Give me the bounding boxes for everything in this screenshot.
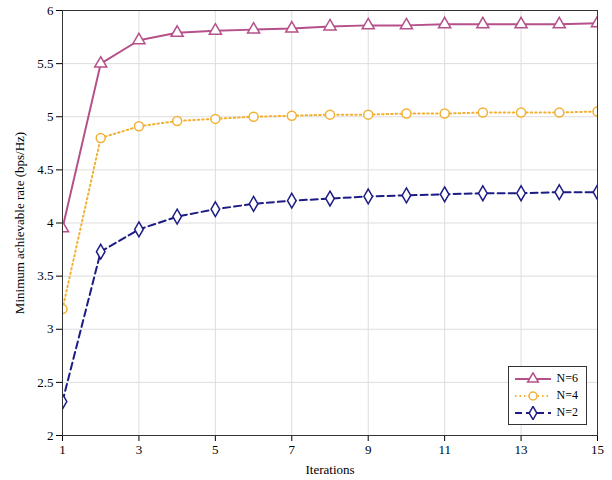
svg-text:1: 1 <box>59 442 66 457</box>
svg-text:6: 6 <box>47 3 54 18</box>
svg-text:4.5: 4.5 <box>37 162 53 177</box>
svg-text:5: 5 <box>212 442 219 457</box>
svg-text:3.5: 3.5 <box>37 268 53 283</box>
html-text:N=2: N=2 <box>556 405 578 419</box>
html-text:N=6: N=6 <box>556 371 578 385</box>
svg-text:3: 3 <box>136 442 143 457</box>
svg-text:2: 2 <box>47 428 54 443</box>
svg-text:15: 15 <box>591 442 604 457</box>
svg-text:Iterations: Iterations <box>305 462 354 477</box>
svg-text:5: 5 <box>47 109 54 124</box>
svg-text:5.5: 5.5 <box>37 56 53 71</box>
svg-text:11: 11 <box>438 442 451 457</box>
svg-text:3: 3 <box>47 321 54 336</box>
svg-text:4: 4 <box>47 215 54 230</box>
svg-text:9: 9 <box>365 442 372 457</box>
svg-text:Minimum achievable rate (bps/H: Minimum achievable rate (bps/Hz) <box>12 132 27 314</box>
svg-text:7: 7 <box>289 442 296 457</box>
svg-text:13: 13 <box>515 442 528 457</box>
svg-text:2.5: 2.5 <box>37 375 53 390</box>
html-text:N=4: N=4 <box>556 388 578 402</box>
